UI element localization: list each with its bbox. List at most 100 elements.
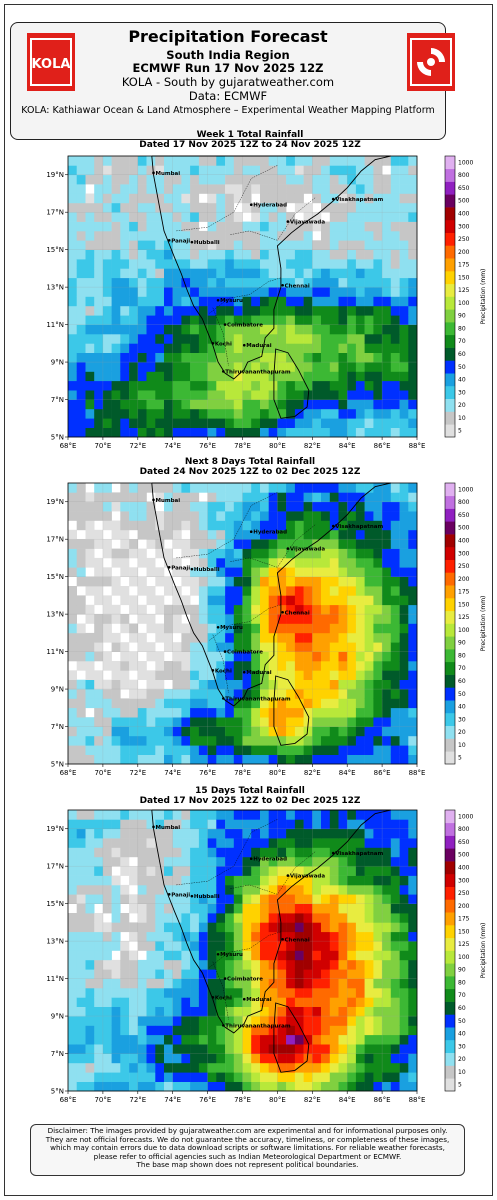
disclaimer-line-5: The base map shown does not represent po…	[136, 1160, 359, 1170]
lat-tick-label: 7°N	[51, 396, 64, 404]
lon-tick-label: 76°E	[199, 769, 216, 777]
city-marker	[223, 323, 227, 326]
state-border	[230, 524, 316, 568]
city-marker	[211, 996, 215, 999]
colorbar-tick-label: 70	[458, 665, 466, 672]
state-border	[212, 307, 229, 366]
city-label: Panaji	[171, 238, 190, 244]
colorbar-tick-label: 60	[458, 351, 466, 358]
disclaimer-line-3: which may contain errors due to data dow…	[50, 1143, 445, 1153]
lon-tick-label: 72°E	[129, 769, 146, 777]
colorbar-tick-label: 90	[458, 967, 466, 974]
colorbar-tick-label: 1000	[458, 486, 473, 493]
colorbar-tick-label: 90	[458, 640, 466, 647]
map-panel-1: Mumbai Hyderabad Visakhapatnam Vijayawada Pa…	[46, 155, 487, 450]
cyclone-logo	[407, 33, 455, 91]
city-label: Madurai	[246, 343, 271, 349]
city-label: Mumbai	[156, 825, 181, 831]
city-marker	[281, 283, 284, 287]
disclaimer-box: Disclaimer: The images provided by gujar…	[30, 1124, 465, 1176]
city-label: Hubballi	[194, 567, 220, 573]
colorbar-tick-label: 125	[458, 614, 470, 621]
colorbar-tick-label: 40	[458, 377, 466, 384]
kola-logo: KOLA	[27, 33, 75, 91]
colorbar-tick-label: 400	[458, 537, 470, 544]
data-line: Data: ECMWF	[188, 89, 268, 103]
city-marker	[167, 566, 171, 569]
lon-tick-label: 78°E	[234, 1096, 251, 1104]
panel1-title: Week 1 Total Rainfall Dated 17 Nov 2025 1…	[139, 130, 361, 150]
colorbar-tick-label: 400	[458, 210, 470, 217]
colorbar-tick-label: 20	[458, 1056, 466, 1063]
colorbar-tick-label: 100	[458, 627, 470, 634]
city-label: Vijayawada	[290, 220, 325, 226]
lat-tick-label: 5°N	[51, 434, 64, 442]
header-box: KOLA Precipitation Forecast South India …	[10, 22, 455, 140]
colorbar-tick-label: 90	[458, 313, 466, 320]
colorbar-tick-label: 10	[458, 415, 466, 422]
lon-tick-label: 70°E	[94, 1096, 111, 1104]
city-label: Thiruvananthapuram	[225, 696, 291, 702]
city-marker	[281, 937, 284, 941]
city-marker	[249, 530, 253, 534]
city-marker	[167, 893, 171, 896]
region-title: South India Region	[166, 48, 290, 62]
lat-tick-label: 17°N	[46, 863, 64, 871]
coastline	[151, 809, 391, 1034]
coastline	[151, 482, 391, 707]
lon-tick-label: 74°E	[164, 442, 181, 450]
city-label: Mysuru	[220, 952, 243, 958]
colorbar-tick-label: 800	[458, 172, 470, 179]
colorbar-tick-label: 60	[458, 678, 466, 685]
city-label: Visakhapatnam	[335, 524, 383, 530]
colorbar-tick-label: 500	[458, 852, 470, 859]
lat-tick-label: 7°N	[51, 723, 64, 731]
lon-tick-label: 80°E	[269, 1096, 286, 1104]
state-border	[230, 851, 316, 895]
lat-tick-label: 11°N	[46, 321, 64, 329]
city-marker	[211, 342, 215, 345]
lon-tick-label: 84°E	[339, 1096, 356, 1104]
city-label: Madurai	[246, 670, 271, 676]
colorbar-tick-label: 30	[458, 716, 466, 723]
lat-tick-label: 11°N	[46, 975, 64, 983]
city-marker	[242, 343, 246, 347]
city-marker	[249, 857, 253, 861]
city-marker	[152, 498, 155, 502]
colorbar-tick-label: 20	[458, 402, 466, 409]
lon-tick-label: 72°E	[129, 1096, 146, 1104]
state-border	[209, 931, 281, 968]
colorbar-tick-label: 250	[458, 563, 470, 570]
lon-tick-label: 86°E	[374, 1096, 391, 1104]
colorbar-tick-label: 800	[458, 826, 470, 833]
colorbar-tick-label: 50	[458, 1018, 466, 1025]
colorbar: 1000 800 650 500 400 300 250 200 175 150 125 100 90 8…	[444, 809, 487, 1092]
disclaimer-line-4: please refer to official agencies such a…	[93, 1151, 402, 1161]
colorbar-tick-label: 800	[458, 499, 470, 506]
city-label: Madurai	[246, 997, 271, 1003]
map-panel-3: Mumbai Hyderabad Visakhapatnam Vijayawada Pa…	[46, 809, 487, 1104]
lon-tick-label: 72°E	[129, 442, 146, 450]
colorbar-tick-label: 200	[458, 576, 470, 583]
city-label: Vijayawada	[290, 874, 325, 880]
colorbar: 1000 800 650 500 400 300 250 200 175 150 125 100 90 8…	[444, 482, 487, 765]
rainfall-field	[68, 810, 418, 1092]
colorbar-tick-label: 150	[458, 601, 470, 608]
lon-tick-label: 86°E	[374, 769, 391, 777]
colorbar-tick-label: 400	[458, 864, 470, 871]
colorbar-tick-label: 300	[458, 550, 470, 557]
city-marker	[211, 669, 215, 672]
colorbar-tick-label: 10	[458, 742, 466, 749]
city-marker	[242, 670, 246, 674]
city-label: Visakhapatnam	[335, 851, 383, 857]
colorbar-tick-label: 40	[458, 1031, 466, 1038]
lon-tick-label: 78°E	[234, 442, 251, 450]
colorbar-tick-label: 30	[458, 1043, 466, 1050]
city-marker	[222, 370, 225, 373]
state-border	[176, 492, 278, 559]
lon-tick-label: 84°E	[339, 442, 356, 450]
run-title: ECMWF Run 17 Nov 2025 12Z	[132, 61, 324, 75]
colorbar-tick-label: 100	[458, 300, 470, 307]
colorbar-tick-label: 70	[458, 338, 466, 345]
lon-tick-label: 76°E	[199, 442, 216, 450]
